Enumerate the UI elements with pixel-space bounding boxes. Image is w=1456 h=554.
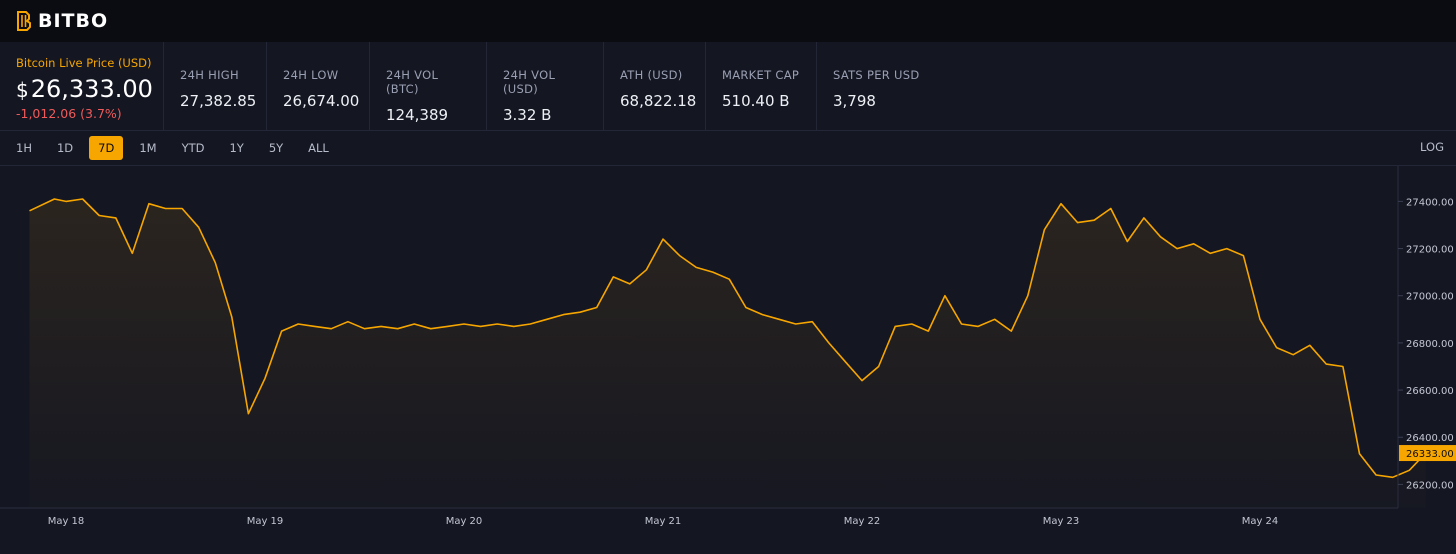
stat-label: ATH (USD) xyxy=(620,68,683,82)
current-price-tag xyxy=(1399,445,1456,462)
x-tick-label: May 18 xyxy=(48,516,85,527)
y-tick-label: 26600.00 xyxy=(1406,386,1454,397)
live-price-panel: Bitcoin Live Price (USD) $ 26,333.00 -1,… xyxy=(0,42,164,130)
stat-value: 510.40 B xyxy=(722,92,790,110)
live-price-label: Bitcoin Live Price (USD) xyxy=(16,56,152,70)
x-tick-label: May 21 xyxy=(645,516,682,527)
price-chart-svg[interactable]: 27400.00 27200.00 27000.00 26800.00 26600.00… xyxy=(0,166,1456,554)
time-range-selector: 1H 1D 7D 1M YTD 1Y 5Y ALL LOG xyxy=(0,131,1456,166)
stat-label: 24H LOW xyxy=(283,68,339,82)
stat-label: 24H VOL (USD) xyxy=(503,68,556,96)
stat-label: SATS PER USD xyxy=(833,68,920,82)
range-button-1h[interactable]: 1H xyxy=(16,141,32,155)
top-bar: BITBO xyxy=(0,0,1456,42)
stat-label: 24H HIGH xyxy=(180,68,239,82)
range-button-5y[interactable]: 5Y xyxy=(268,141,284,155)
brand-name: BITBO xyxy=(38,10,109,32)
stat-label: MARKET CAP xyxy=(722,68,800,82)
stat-24h-vol-btc: 24H VOL (BTC) 124,389 xyxy=(370,42,487,130)
current-price-tag-label: 26333.00 xyxy=(1406,449,1454,460)
range-button-ytd[interactable]: YTD xyxy=(181,141,205,155)
x-tick-label: May 20 xyxy=(446,516,483,527)
log-scale-toggle[interactable]: LOG xyxy=(1420,140,1444,154)
live-price-change: -1,012.06 (3.7%) xyxy=(16,106,122,121)
stat-market-cap: MARKET CAP 510.40 B xyxy=(706,42,817,130)
stat-value: 26,674.00 xyxy=(283,92,360,110)
y-tick-label: 26200.00 xyxy=(1406,480,1454,491)
stat-value: 124,389 xyxy=(386,106,449,124)
stat-value: 3,798 xyxy=(833,92,876,110)
stat-24h-low: 24H LOW 26,674.00 xyxy=(267,42,370,130)
y-tick-label: 27000.00 xyxy=(1406,292,1454,303)
y-tick-label: 27200.00 xyxy=(1406,245,1454,256)
stats-bar: Bitcoin Live Price (USD) $ 26,333.00 -1,… xyxy=(0,42,1456,131)
price-chart[interactable]: 27400.00 27200.00 27000.00 26800.00 26600.00… xyxy=(0,166,1456,554)
live-price-value: 26,333.00 xyxy=(30,75,153,103)
price-area-fill xyxy=(29,199,1426,508)
range-button-1d[interactable]: 1D xyxy=(56,141,74,155)
y-tick-label: 27400.00 xyxy=(1406,197,1454,208)
stat-24h-high: 24H HIGH 27,382.85 xyxy=(164,42,267,130)
stat-24h-vol-usd: 24H VOL (USD) 3.32 B xyxy=(487,42,604,130)
stat-value: 27,382.85 xyxy=(180,92,257,110)
live-price: $ 26,333.00 xyxy=(16,75,163,103)
x-tick-label: May 22 xyxy=(844,516,881,527)
range-button-7d[interactable]: 7D xyxy=(89,136,124,160)
range-button-1m[interactable]: 1M xyxy=(139,141,157,155)
x-tick-label: May 24 xyxy=(1242,516,1279,527)
range-button-1y[interactable]: 1Y xyxy=(229,141,244,155)
y-tick-label: 26400.00 xyxy=(1406,433,1454,444)
stat-label: 24H VOL (BTC) xyxy=(386,68,439,96)
currency-symbol: $ xyxy=(16,78,29,102)
brand-logo[interactable]: BITBO xyxy=(16,10,108,32)
stat-value: 3.32 B xyxy=(503,106,552,124)
stat-sats-per-usd: SATS PER USD 3,798 xyxy=(817,42,947,130)
range-button-all[interactable]: ALL xyxy=(308,141,329,155)
stat-ath: ATH (USD) 68,822.18 xyxy=(604,42,706,130)
y-tick-label: 26800.00 xyxy=(1406,339,1454,350)
x-tick-label: May 23 xyxy=(1043,516,1080,527)
bitbo-logo-icon xyxy=(17,11,31,31)
x-tick-label: May 19 xyxy=(247,516,284,527)
price-line xyxy=(29,198,1427,479)
stat-value: 68,822.18 xyxy=(620,92,697,110)
